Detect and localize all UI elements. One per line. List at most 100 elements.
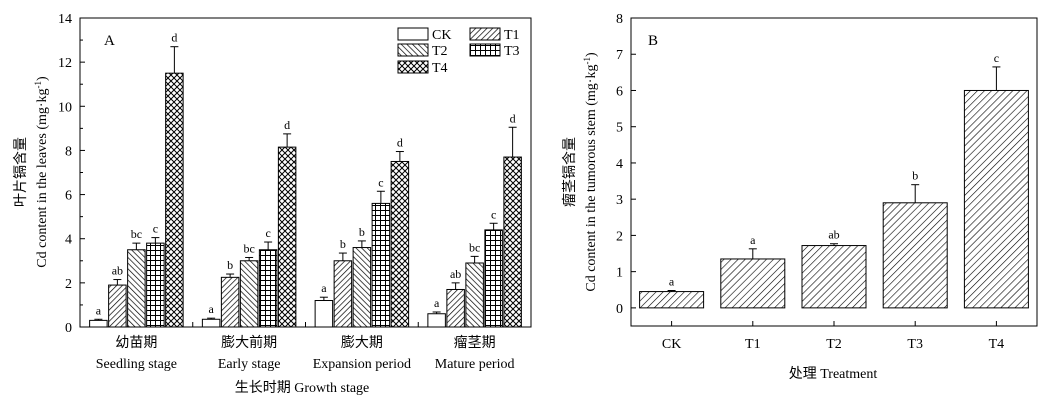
- legend-swatch-t2: [397, 43, 429, 57]
- y-tick-label: 14: [58, 12, 72, 27]
- y-tick-label: 3: [616, 193, 623, 208]
- panel-a-y-axis: 0 2 4 6 8 10 12 14: [58, 12, 85, 336]
- panel-a-x-labels: 幼苗期 Seedling stage 膨大前期 Early stage 膨大期 Expan…: [96, 322, 532, 372]
- y-tick-label: 7: [616, 48, 623, 63]
- bar-t2: [239, 260, 259, 328]
- significance-letter: c: [265, 226, 270, 240]
- significance-letter: bc: [131, 227, 142, 241]
- significance-letter: d: [284, 118, 290, 132]
- bar-t4: [963, 89, 1029, 309]
- y-tick-label: 4: [616, 157, 623, 172]
- bar-t4: [277, 146, 297, 328]
- legend-label-t3: T3: [504, 44, 520, 59]
- panel-b-y-title-en: Cd content in the tumorous stem (mg·kg-1…: [582, 52, 599, 292]
- bar-ck: [639, 291, 705, 309]
- legend-label-ck: CK: [432, 28, 451, 43]
- panel-b-y-axis: 0 1 2 3 4 5 6 7 8: [616, 12, 636, 317]
- y-tick-label: 10: [58, 100, 72, 115]
- significance-letter: a: [434, 296, 440, 310]
- bar-t2: [801, 245, 867, 309]
- bar-ck: [89, 319, 108, 328]
- bar-t4: [503, 156, 522, 328]
- y-tick-label: 0: [616, 302, 623, 317]
- y-tick-label: 2: [616, 229, 623, 244]
- panel-b-chart: 0 1 2 3 4 5 6 7 8 a a ab b c CK T1 T2 T3 T4 B 瘤茎镉含量 Cd c…: [561, 12, 1038, 382]
- legend-swatch-t1: [469, 27, 501, 41]
- significance-letter: bc: [469, 240, 480, 254]
- y-tick-label: 12: [58, 56, 72, 71]
- panel-a-x-title: 生长时期 Growth stage: [235, 380, 370, 396]
- y-tick-label: 8: [65, 144, 72, 159]
- x-tick-label-cn: 膨大期: [341, 334, 383, 351]
- x-tick-label-cn: 膨大前期: [221, 334, 277, 351]
- significance-letter: bc: [243, 241, 254, 255]
- significance-letter: d: [171, 31, 177, 45]
- significance-letter: a: [208, 302, 214, 316]
- x-tick-label-en: Mature period: [435, 357, 515, 372]
- panel-a-y-title-en: Cd content in the leaves (mg·kg-1): [33, 76, 50, 268]
- bar-t3: [146, 242, 165, 328]
- bar-ck: [314, 300, 334, 328]
- legend-label-t4: T4: [432, 61, 448, 76]
- significance-letter: a: [321, 281, 327, 295]
- y-tick-label: 2: [65, 277, 72, 292]
- significance-letter: c: [378, 175, 383, 189]
- significance-letter: b: [912, 169, 918, 183]
- bar-t1: [108, 284, 127, 328]
- legend-label-t2: T2: [432, 44, 448, 59]
- legend-swatch-t4: [397, 60, 429, 74]
- bar-t2: [352, 247, 372, 328]
- bar-t2: [465, 262, 484, 328]
- significance-letter: b: [359, 225, 365, 239]
- bar-t2: [127, 249, 146, 328]
- x-tick-label: T2: [826, 337, 842, 352]
- significance-letter: a: [669, 274, 675, 288]
- significance-letter: c: [491, 207, 496, 221]
- y-tick-label: 6: [65, 189, 72, 204]
- bar-t1: [720, 258, 786, 309]
- bar-t1: [446, 288, 465, 328]
- x-tick-label-cn: 瘤茎期: [454, 334, 496, 351]
- significance-letter: b: [227, 258, 233, 272]
- bar-t3: [484, 229, 503, 328]
- x-tick-label-en: Seedling stage: [96, 357, 177, 372]
- panel-a-y-title-cn: 叶片镉含量: [13, 137, 29, 207]
- bar-t4: [165, 72, 184, 328]
- bar-t3: [882, 202, 948, 309]
- significance-letter: b: [340, 237, 346, 251]
- legend-label-t1: T1: [504, 28, 520, 43]
- significance-letter: c: [153, 222, 158, 236]
- x-tick-label-cn: 幼苗期: [115, 335, 157, 351]
- x-tick-label: T4: [989, 337, 1005, 352]
- bar-t1: [220, 276, 240, 328]
- panel-a-label: A: [104, 33, 115, 49]
- significance-letter: d: [397, 136, 403, 150]
- panel-b-bars: a a ab b c: [639, 51, 1029, 309]
- bar-t3: [371, 202, 391, 328]
- significance-letter: ab: [828, 228, 839, 242]
- significance-letter: c: [994, 51, 999, 65]
- x-tick-label: T3: [907, 337, 923, 352]
- significance-letter: d: [510, 111, 516, 125]
- significance-letter: a: [750, 233, 756, 247]
- x-tick-label-en: Expansion period: [313, 357, 411, 372]
- panel-a-legend: CK T1 T2 T3 T4: [397, 27, 520, 76]
- bar-t1: [333, 260, 353, 328]
- panel-b-label: B: [648, 33, 658, 49]
- y-tick-label: 6: [616, 84, 623, 99]
- panel-b-y-title-cn: 瘤茎镉含量: [561, 137, 578, 207]
- legend-swatch-ck: [397, 27, 429, 41]
- bar-t4: [390, 160, 410, 328]
- panel-b-x-labels: CK T1 T2 T3 T4: [662, 321, 1004, 352]
- x-tick-label: CK: [662, 337, 681, 352]
- y-tick-label: 8: [616, 12, 623, 27]
- y-tick-label: 1: [616, 266, 623, 281]
- x-tick-label: T1: [745, 337, 761, 352]
- bar-ck: [201, 318, 221, 328]
- y-tick-label: 0: [65, 321, 72, 336]
- y-tick-label: 5: [616, 121, 623, 136]
- x-tick-label-en: Early stage: [218, 357, 281, 372]
